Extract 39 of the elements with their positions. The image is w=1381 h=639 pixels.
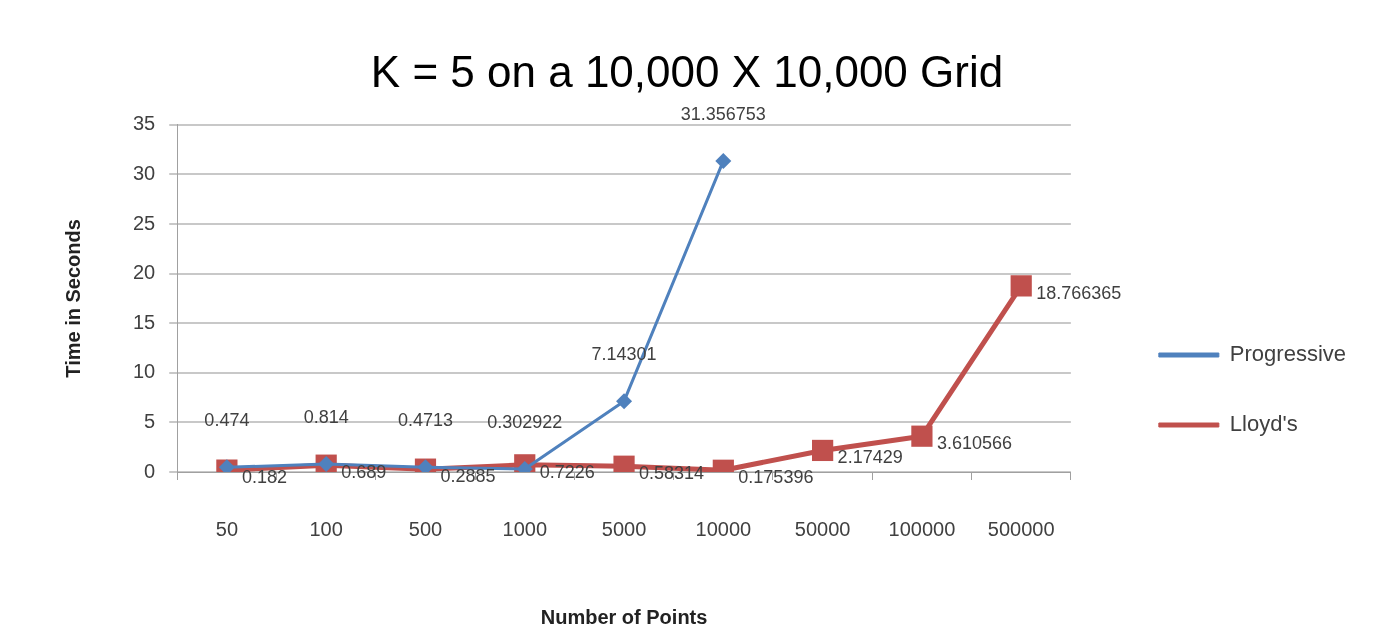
data-label: 18.766365 xyxy=(1036,282,1122,303)
data-label: 0.182 xyxy=(241,467,287,488)
y-tick-label: 35 xyxy=(133,112,156,135)
data-label: 0.175396 xyxy=(738,467,814,488)
y-tick-label: 30 xyxy=(133,161,156,184)
x-tick-label: 500000 xyxy=(987,517,1055,540)
y-tick-label: 5 xyxy=(144,409,156,432)
x-tick-label: 50000 xyxy=(794,517,851,540)
y-tick-label: 0 xyxy=(144,459,156,482)
data-label: 2.17429 xyxy=(837,447,903,468)
y-tick-label: 15 xyxy=(133,310,156,333)
point xyxy=(812,439,834,462)
point xyxy=(715,152,732,169)
x-tick-label: 100000 xyxy=(888,517,956,540)
x-tick-label: 500 xyxy=(408,517,443,540)
y-tick-label: 25 xyxy=(133,211,156,234)
x-tick-label: 50 xyxy=(215,517,239,540)
data-label: 3.610566 xyxy=(936,433,1012,454)
data-label: 0.7226 xyxy=(539,461,595,482)
data-label: 0.4713 xyxy=(397,410,453,431)
y-tick-label: 20 xyxy=(133,261,156,284)
x-tick-label: 1000 xyxy=(502,517,548,540)
x-tick-label: 10000 xyxy=(695,517,752,540)
legend-label: Lloyd's xyxy=(1229,411,1298,437)
x-axis-title: Number of Points xyxy=(540,605,708,628)
x-tick-label: 100 xyxy=(309,517,343,540)
y-tick-label: 10 xyxy=(133,360,156,383)
data-label: 0.474 xyxy=(204,410,250,431)
x-tick-label: 5000 xyxy=(601,517,647,540)
point xyxy=(1010,275,1032,297)
point xyxy=(911,425,933,447)
data-label: 31.356753 xyxy=(680,103,766,124)
chart-title: K = 5 on a 10,000 X 10,000 Grid xyxy=(370,46,1004,96)
data-label: 0.814 xyxy=(303,406,349,427)
data-label: 0.2885 xyxy=(440,466,496,487)
data-label: 0.302922 xyxy=(487,411,563,432)
legend-label: Progressive xyxy=(1229,341,1346,367)
point xyxy=(616,393,633,410)
y-axis-title: Time in Seconds xyxy=(61,219,84,378)
